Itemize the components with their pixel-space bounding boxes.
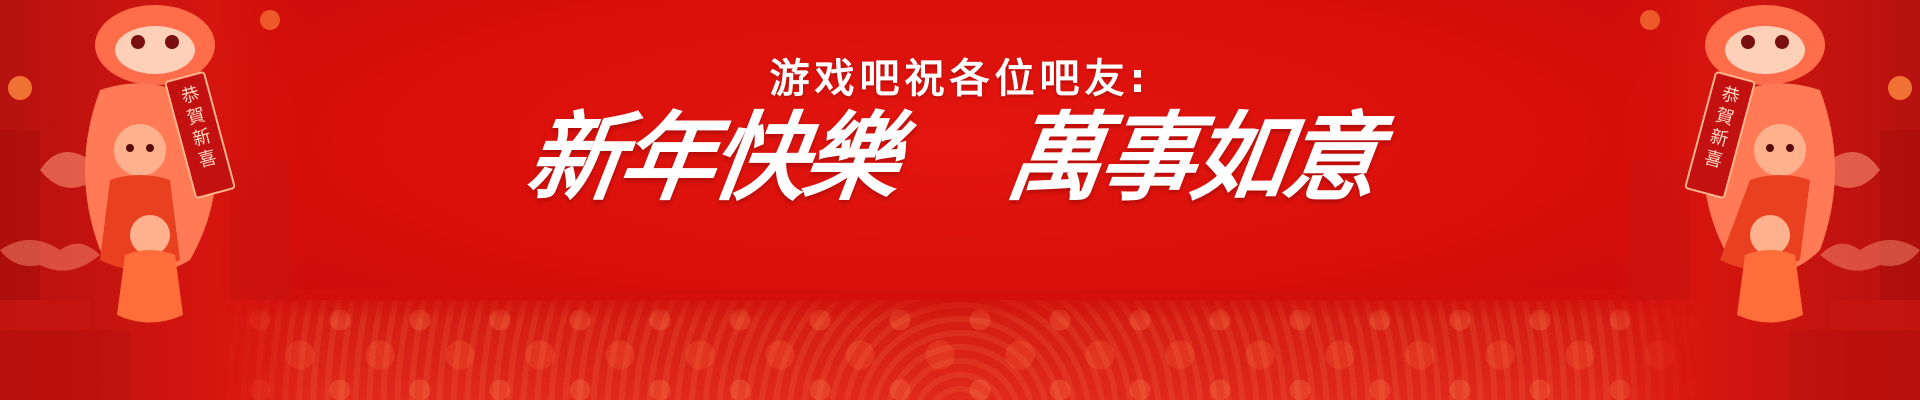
svg-text:恭 賀 新: 恭 賀 新 喜 [179, 82, 224, 172]
lion-dance-illustration-left: 恭 賀 新 喜 [0, 0, 310, 400]
blessing-new-year: 新年快樂 [520, 101, 905, 214]
greeting-headline: 游戏吧祝各位吧友: [769, 56, 1151, 102]
lion-dance-illustration-right: 恭 賀 新 喜 [1610, 0, 1920, 400]
blessing-wishes: 萬事如意 [1000, 101, 1385, 214]
svg-text:恭 賀 新: 恭 賀 新 喜 [1702, 83, 1747, 173]
left-lion-dance-decoration: 恭 賀 新 喜 [0, 0, 310, 400]
floor-fade [0, 290, 1920, 320]
right-lion-dance-decoration: 恭 賀 新 喜 [1610, 0, 1920, 400]
